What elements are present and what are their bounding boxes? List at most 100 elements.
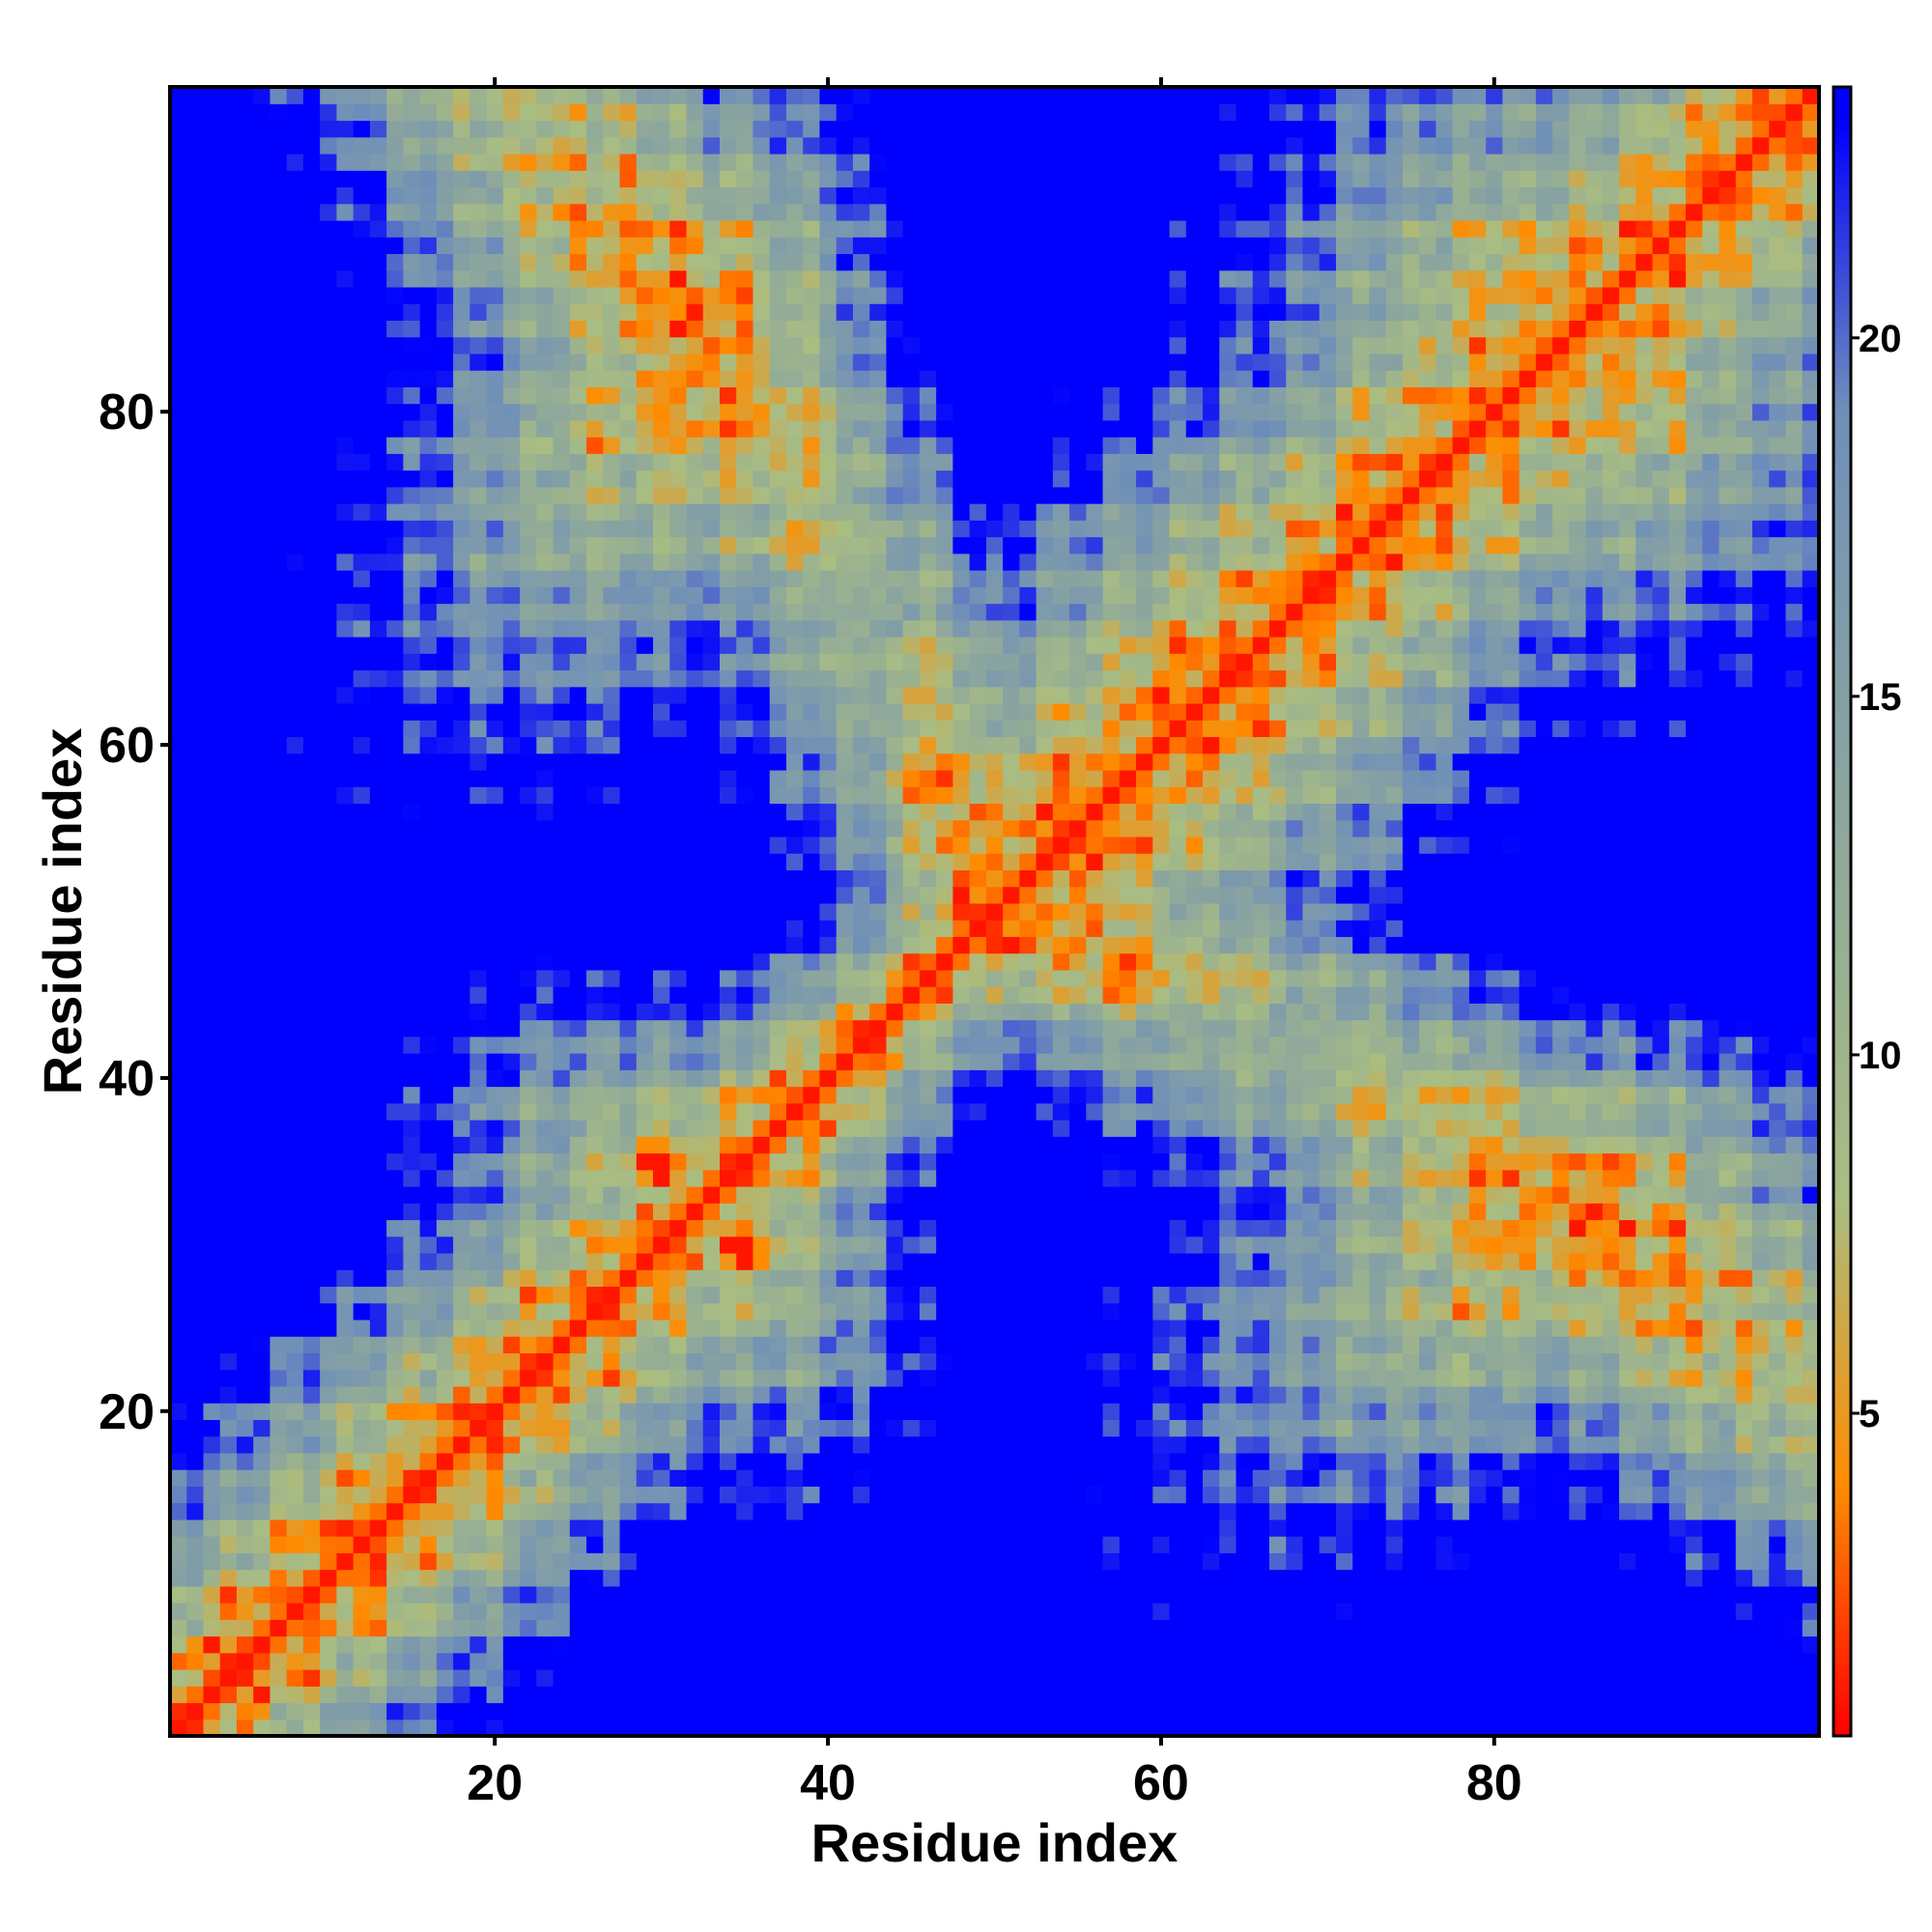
heatmap-cell: [553, 570, 571, 587]
heatmap-cell: [736, 486, 754, 504]
heatmap-cell: [586, 1403, 604, 1420]
heatmap-cell: [336, 1552, 355, 1571]
heatmap-cell: [702, 203, 721, 221]
heatmap-cell: [469, 203, 488, 221]
heatmap-cell: [969, 1019, 987, 1037]
heatmap-cell: [436, 619, 454, 638]
heatmap-cell: [985, 819, 1004, 838]
heatmap-cell: [702, 536, 721, 554]
heatmap-cell: [219, 136, 238, 155]
heatmap-cell: [769, 1219, 787, 1237]
heatmap-cell: [469, 1719, 488, 1737]
heatmap-cell: [686, 1669, 704, 1687]
heatmap-cell: [219, 1302, 238, 1321]
heatmap-cell: [636, 286, 654, 304]
heatmap-cell: [520, 1469, 537, 1487]
heatmap-cell: [453, 603, 470, 621]
heatmap-cell: [803, 819, 821, 838]
heatmap-cell: [403, 936, 421, 954]
heatmap-cell: [302, 120, 321, 138]
heatmap-cell: [1003, 1169, 1020, 1187]
heatmap-cell: [320, 1269, 338, 1288]
heatmap-cell: [236, 886, 254, 904]
heatmap-cell: [453, 1585, 470, 1604]
heatmap-cell: [836, 1603, 854, 1620]
heatmap-cell: [569, 586, 587, 605]
heatmap-cell: [353, 1102, 371, 1121]
heatmap-cell: [286, 1385, 304, 1404]
heatmap-cell: [969, 1452, 987, 1470]
heatmap-cell: [219, 1669, 238, 1687]
heatmap-cell: [686, 1603, 704, 1620]
heatmap-cell: [320, 1452, 338, 1470]
heatmap-cell: [486, 286, 504, 304]
heatmap-cell: [453, 403, 470, 421]
heatmap-cell: [753, 1136, 771, 1154]
heatmap-cell: [453, 1369, 470, 1387]
heatmap-cell: [769, 1136, 787, 1154]
heatmap-cell: [869, 1435, 888, 1454]
heatmap-cell: [186, 186, 205, 205]
heatmap-cell: [353, 1585, 371, 1604]
heatmap-cell: [203, 1302, 221, 1321]
heatmap-cell: [969, 1419, 987, 1437]
heatmap-cell: [603, 936, 621, 954]
heatmap-cell: [952, 1186, 971, 1204]
heatmap-cell: [886, 103, 904, 122]
heatmap-cell: [969, 253, 987, 271]
heatmap-cell: [886, 1336, 904, 1354]
heatmap-cell: [286, 120, 304, 138]
heatmap-cell: [785, 120, 804, 138]
heatmap-cell: [436, 1120, 454, 1137]
heatmap-cell: [469, 1452, 488, 1470]
heatmap-cell: [869, 336, 888, 355]
heatmap-cell: [736, 1452, 754, 1470]
heatmap-cell: [219, 520, 238, 538]
heatmap-cell: [785, 1486, 804, 1504]
heatmap-cell: [619, 819, 638, 838]
heatmap-cell: [253, 736, 271, 754]
heatmap-cell: [569, 869, 587, 888]
heatmap-cell: [753, 986, 771, 1004]
heatmap-cell: [553, 1652, 571, 1670]
heatmap-cell: [819, 469, 838, 488]
heatmap-cell: [302, 453, 321, 471]
heatmap-cell: [619, 603, 638, 621]
heatmap-cell: [286, 1203, 304, 1221]
heatmap-cell: [819, 619, 838, 638]
heatmap-cell: [603, 769, 621, 787]
heatmap-cell: [902, 1203, 921, 1221]
heatmap-cell: [669, 1569, 688, 1587]
heatmap-cell: [936, 1385, 953, 1404]
heatmap-cell: [769, 237, 787, 255]
heatmap-cell: [320, 653, 338, 671]
heatmap-cell: [536, 520, 554, 538]
heatmap-cell: [603, 437, 621, 454]
heatmap-cell: [186, 136, 205, 155]
heatmap-cell: [803, 536, 821, 554]
heatmap-cell: [170, 952, 187, 971]
heatmap-cell: [236, 1486, 254, 1504]
heatmap-cell: [502, 803, 521, 821]
heatmap-cell: [753, 469, 771, 488]
heatmap-cell: [886, 1019, 904, 1037]
heatmap-cell: [320, 586, 338, 605]
heatmap-cell: [502, 170, 521, 188]
heatmap-cell: [619, 203, 638, 221]
heatmap-cell: [952, 453, 971, 471]
heatmap-cell: [702, 1569, 721, 1587]
heatmap-cell: [469, 536, 488, 554]
heatmap-cell: [253, 1403, 271, 1420]
heatmap-cell: [419, 403, 438, 421]
heatmap-cell: [436, 586, 454, 605]
heatmap-cell: [686, 136, 704, 155]
heatmap-cell: [836, 153, 854, 171]
heatmap-cell: [636, 219, 654, 238]
heatmap-cell: [769, 486, 787, 504]
heatmap-cell: [170, 753, 187, 771]
heatmap-cell: [886, 186, 904, 205]
heatmap-cell: [769, 1302, 787, 1321]
heatmap-cell: [170, 520, 187, 538]
heatmap-cell: [769, 702, 787, 721]
heatmap-cell: [902, 1019, 921, 1037]
